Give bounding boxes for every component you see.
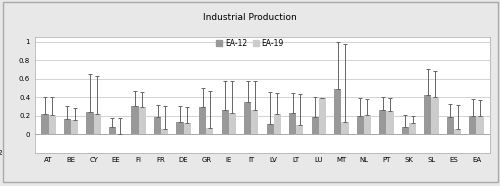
Bar [132, 106, 138, 134]
Legend: EA-12, EA-19: EA-12, EA-19 [215, 37, 285, 49]
Bar [86, 112, 94, 134]
Bar [109, 127, 116, 134]
Bar [48, 115, 56, 134]
Bar [319, 98, 326, 134]
Bar [379, 110, 386, 134]
Bar [470, 116, 476, 134]
Bar [206, 128, 214, 134]
Bar [71, 120, 78, 134]
Bar [184, 123, 191, 134]
Bar [312, 118, 319, 134]
Bar [409, 123, 416, 134]
Bar [386, 111, 394, 134]
Bar [476, 116, 484, 134]
Bar [94, 114, 101, 134]
Bar [138, 107, 146, 134]
Bar [356, 116, 364, 134]
Bar [244, 102, 251, 134]
Bar [424, 95, 432, 134]
Bar [432, 97, 438, 134]
Bar [154, 118, 161, 134]
Bar [199, 107, 206, 134]
Bar [42, 114, 48, 134]
Bar [251, 110, 258, 134]
Bar [161, 129, 168, 134]
Bar [334, 89, 342, 134]
Bar [64, 119, 71, 134]
Bar [364, 115, 371, 134]
Bar [447, 118, 454, 134]
Bar [228, 113, 236, 134]
Text: -0.2: -0.2 [0, 150, 3, 155]
Bar [454, 129, 461, 134]
Bar [402, 127, 409, 134]
Bar [222, 110, 228, 134]
Bar [289, 113, 296, 134]
Text: Industrial Production: Industrial Production [203, 13, 297, 22]
Bar [342, 122, 348, 134]
Bar [296, 125, 304, 134]
Bar [274, 114, 281, 134]
Bar [176, 122, 184, 134]
Bar [266, 124, 274, 134]
